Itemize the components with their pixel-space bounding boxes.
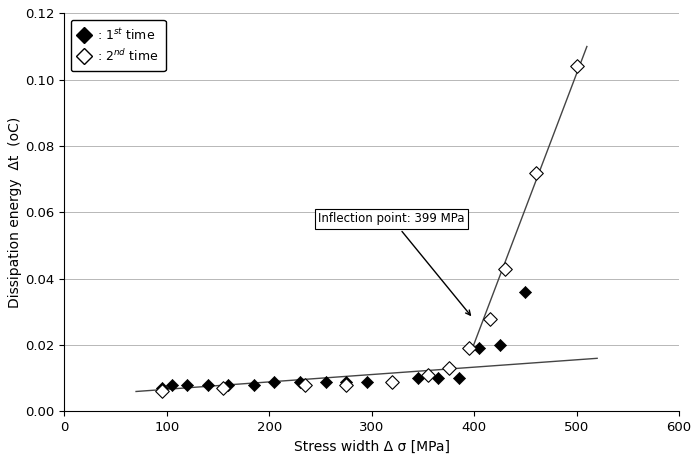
- Point: [295, 378, 306, 385]
- Point: [453, 375, 464, 382]
- Point: [499, 265, 510, 273]
- Point: [300, 381, 311, 389]
- Point: [463, 345, 475, 352]
- Point: [520, 288, 531, 296]
- Point: [386, 378, 398, 385]
- Point: [340, 381, 351, 389]
- Point: [223, 381, 234, 389]
- Point: [202, 381, 214, 389]
- Point: [484, 315, 495, 322]
- Point: [443, 365, 454, 372]
- Point: [340, 378, 351, 385]
- Point: [530, 169, 541, 176]
- Point: [361, 378, 372, 385]
- Point: [156, 384, 167, 392]
- Point: [167, 381, 178, 389]
- Point: [433, 375, 444, 382]
- Y-axis label: Dissipation energy  Δt  (oC): Dissipation energy Δt (oC): [8, 117, 22, 308]
- Point: [182, 381, 193, 389]
- Point: [156, 388, 167, 395]
- Point: [218, 384, 229, 392]
- Point: [474, 345, 485, 352]
- Point: [571, 63, 582, 70]
- Point: [386, 378, 398, 385]
- Point: [494, 341, 505, 349]
- Point: [423, 371, 434, 378]
- X-axis label: Stress width Δ σ [MPa]: Stress width Δ σ [MPa]: [294, 440, 449, 454]
- Text: Inflection point: 399 MPa: Inflection point: 399 MPa: [318, 213, 470, 315]
- Point: [248, 381, 260, 389]
- Point: [320, 378, 331, 385]
- Point: [412, 375, 423, 382]
- Legend: : 1$^{st}$ time, : 2$^{nd}$ time: : 1$^{st}$ time, : 2$^{nd}$ time: [71, 19, 166, 71]
- Point: [269, 378, 280, 385]
